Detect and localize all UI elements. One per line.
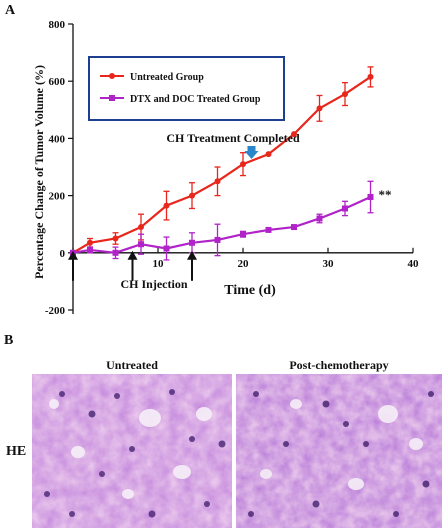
photo-title-untreated: Untreated <box>106 358 158 372</box>
series-0-point-8 <box>265 151 272 158</box>
series-1-point-4 <box>163 245 170 252</box>
he-stain-image-post-chemotherapy <box>236 374 442 528</box>
legend-label-0: Untreated Group <box>130 72 204 83</box>
tumor-volume-line-chart: -200 0 200 400 600 800 10 20 30 40 Percentage Chan… <box>32 19 420 317</box>
y-tick-label-600: 600 <box>49 76 66 88</box>
he-stain-post-chemo-texture <box>236 374 442 528</box>
y-tick-label--200: -200 <box>45 305 66 317</box>
y-tick-label-800: 800 <box>49 19 66 31</box>
series-0-point-7 <box>240 161 246 168</box>
y-tick-label-200: 200 <box>49 191 66 203</box>
he-row-label: HE <box>6 444 27 459</box>
annotation-ch-injection: CH Injection <box>121 277 188 291</box>
x-axis-title: Time (d) <box>224 283 276 298</box>
series-1-point-1 <box>87 246 93 253</box>
panel-a-label: A <box>5 3 16 18</box>
series-1-point-7 <box>240 231 246 238</box>
legend-label-1: DTX and DOC Treated Group <box>130 94 261 105</box>
legend-box <box>88 56 285 121</box>
x-tick-label-30: 30 <box>323 258 335 270</box>
series-1-point-12 <box>367 194 374 201</box>
series-0-point-4 <box>163 202 170 209</box>
x-tick-label-40: 40 <box>408 258 420 270</box>
x-tick-label-20: 20 <box>238 258 250 270</box>
series-0-point-5 <box>189 192 195 199</box>
injection-arrow-icon-2 <box>187 250 197 260</box>
significance-marker: ** <box>379 187 392 202</box>
series-0-point-1 <box>87 239 93 246</box>
he-stain-image-untreated <box>32 374 232 528</box>
treatment-completed-arrow-icon <box>244 146 259 159</box>
annotation-ch-treatment-completed: CH Treatment Completed <box>166 131 300 145</box>
legend-marker-0 <box>109 73 115 79</box>
series-0-point-2 <box>112 235 119 242</box>
series-1-point-3 <box>138 241 144 248</box>
series-1-point-10 <box>316 215 323 222</box>
photo-title-post-chemotherapy: Post-chemotherapy <box>289 358 389 372</box>
y-tick-label-0: 0 <box>60 248 66 260</box>
legend-marker-1 <box>109 95 115 101</box>
series-0-point-11 <box>342 91 348 98</box>
y-axis-title: Percentage Change of Tumor Volume (%) <box>32 65 46 279</box>
series-1-point-8 <box>265 226 272 233</box>
series-0-point-3 <box>138 224 144 231</box>
he-stain-untreated-texture <box>32 374 232 528</box>
injection-arrow-icon-0 <box>68 250 78 260</box>
series-1-point-5 <box>189 239 195 246</box>
series-1-point-11 <box>342 205 348 212</box>
series-1-point-6 <box>214 236 221 243</box>
series-0-point-10 <box>316 105 323 112</box>
series-1-point-2 <box>112 249 119 256</box>
series-0-point-9 <box>291 131 297 138</box>
x-tick-label-10: 10 <box>153 258 165 270</box>
series-1-point-9 <box>291 224 297 231</box>
y-tick-label-400: 400 <box>49 133 66 145</box>
series-0-point-12 <box>367 73 374 80</box>
panel-b-label: B <box>4 333 14 348</box>
series-0-point-6 <box>214 178 221 185</box>
injection-arrow-icon-1 <box>127 250 138 260</box>
